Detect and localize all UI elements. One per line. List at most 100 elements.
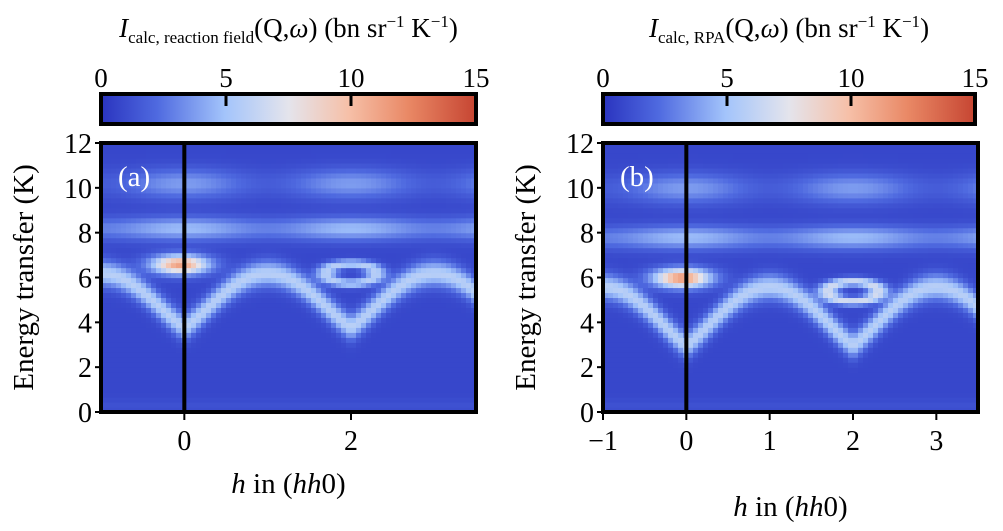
heatmap-cell (376, 147, 382, 154)
heatmap-cell (196, 307, 202, 313)
heatmap-cell (426, 302, 432, 308)
heatmap-cell (311, 257, 317, 264)
heatmap-cell (241, 143, 247, 149)
heatmap-cell (176, 297, 182, 304)
heatmap-cell (461, 407, 467, 413)
heatmap-cell (316, 317, 322, 323)
heatmap-cell (613, 332, 619, 338)
heatmap-cell (391, 197, 397, 204)
heatmap-cell (618, 347, 624, 353)
heatmap-cell (603, 297, 609, 304)
heatmap-cell (623, 387, 629, 393)
heatmap-cell (321, 387, 327, 393)
heatmap-cell (341, 347, 347, 353)
heatmap-cell (211, 347, 217, 353)
heatmap-cell (256, 177, 262, 184)
heatmap-cell (638, 177, 644, 184)
heatmap-cell (376, 292, 382, 299)
heatmap-cell (411, 322, 417, 328)
heatmap-cell (316, 157, 322, 164)
heatmap-cell (291, 207, 297, 214)
heatmap-cell (608, 347, 614, 353)
heatmap-cell (366, 272, 372, 279)
heatmap-cell (311, 167, 317, 174)
heatmap-cell (191, 187, 197, 194)
heatmap-cell (171, 332, 177, 338)
heatmap-cell (156, 307, 162, 313)
heatmap-cell (286, 157, 292, 164)
heatmap-cell (126, 267, 132, 274)
heatmap-cell (441, 302, 447, 308)
heatmap-cell (201, 237, 207, 244)
heatmap-cell (351, 197, 357, 204)
heatmap-cell (668, 302, 674, 308)
heatmap-cell (446, 337, 452, 343)
heatmap-cell (151, 387, 157, 393)
heatmap-cell (416, 357, 422, 363)
heatmap-cell (421, 272, 427, 279)
heatmap-cell (101, 267, 107, 274)
heatmap-cell (386, 172, 392, 179)
heatmap-cell (381, 162, 387, 169)
heatmap-cell (131, 227, 137, 234)
heatmap-cell (351, 337, 357, 343)
heatmap-cell (613, 182, 619, 189)
heatmap-cell (421, 162, 427, 169)
heatmap-cell (326, 267, 332, 274)
heatmap-cell (161, 312, 167, 318)
heatmap-cell (426, 382, 432, 388)
heatmap-cell (331, 177, 337, 184)
heatmap-cell (346, 287, 352, 294)
heatmap-cell (241, 402, 247, 408)
heatmap-cell (166, 247, 172, 254)
heatmap-cell (401, 392, 407, 398)
heatmap-cell (266, 297, 272, 304)
heatmap-cell (201, 232, 207, 239)
heatmap-cell (446, 252, 452, 259)
heatmap-cell (371, 242, 377, 249)
heatmap-cell (351, 377, 357, 383)
heatmap-cell (426, 167, 432, 174)
heatmap-cell (276, 202, 282, 209)
heatmap-cell (406, 172, 412, 179)
heatmap-cell (311, 297, 317, 304)
heatmap-cell (186, 287, 192, 294)
heatmap-cell (246, 347, 252, 353)
heatmap-cell (643, 237, 649, 244)
heatmap-cell (346, 272, 352, 279)
heatmap-cell (421, 387, 427, 393)
heatmap-cell (341, 367, 347, 373)
heatmap-cell (416, 392, 422, 398)
heatmap-cell (436, 342, 442, 348)
heatmap-cell (396, 367, 402, 373)
heatmap-cell (401, 342, 407, 348)
heatmap-cell (101, 297, 107, 304)
heatmap-cell (371, 357, 377, 363)
heatmap-cell (391, 262, 397, 269)
heatmap-cell (136, 407, 142, 413)
heatmap-cell (271, 327, 277, 333)
heatmap-cell (206, 217, 212, 224)
heatmap-cell (411, 212, 417, 219)
heatmap-cell (111, 217, 117, 224)
heatmap-cell (456, 167, 462, 174)
heatmap-cell (286, 257, 292, 264)
heatmap-cell (271, 162, 277, 169)
heatmap-cell (261, 277, 267, 284)
heatmap-cell (678, 172, 684, 179)
heatmap-cell (326, 322, 332, 328)
heatmap-cell (623, 272, 629, 279)
heatmap-cell (441, 397, 447, 403)
heatmap-cell (451, 377, 457, 383)
heatmap-cell (321, 357, 327, 363)
heatmap-cell (121, 362, 127, 368)
heatmap-cell (236, 277, 242, 284)
heatmap-cell (316, 302, 322, 308)
heatmap-cell (201, 207, 207, 214)
heatmap-cell (231, 367, 237, 373)
heatmap-cell (311, 217, 317, 224)
heatmap-cell (638, 332, 644, 338)
heatmap-cell (406, 337, 412, 343)
heatmap-cell (176, 387, 182, 393)
heatmap-cell (648, 152, 654, 159)
